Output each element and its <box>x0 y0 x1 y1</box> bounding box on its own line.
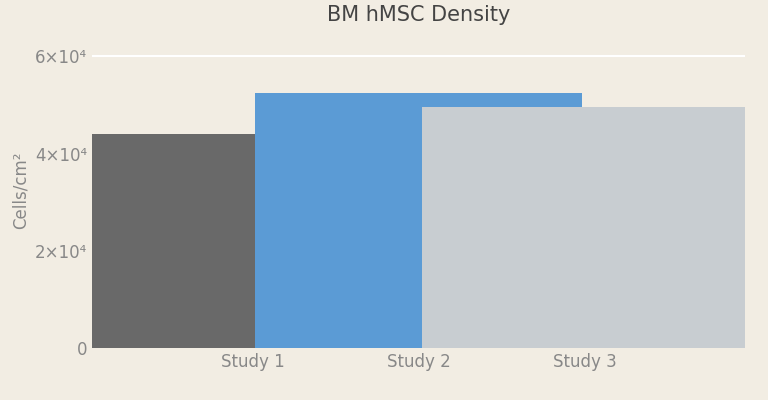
Bar <box>255 93 582 348</box>
Y-axis label: Cells/cm²: Cells/cm² <box>12 151 29 229</box>
Bar <box>422 107 748 348</box>
Bar <box>89 134 415 348</box>
Title: BM hMSC Density: BM hMSC Density <box>327 5 510 25</box>
